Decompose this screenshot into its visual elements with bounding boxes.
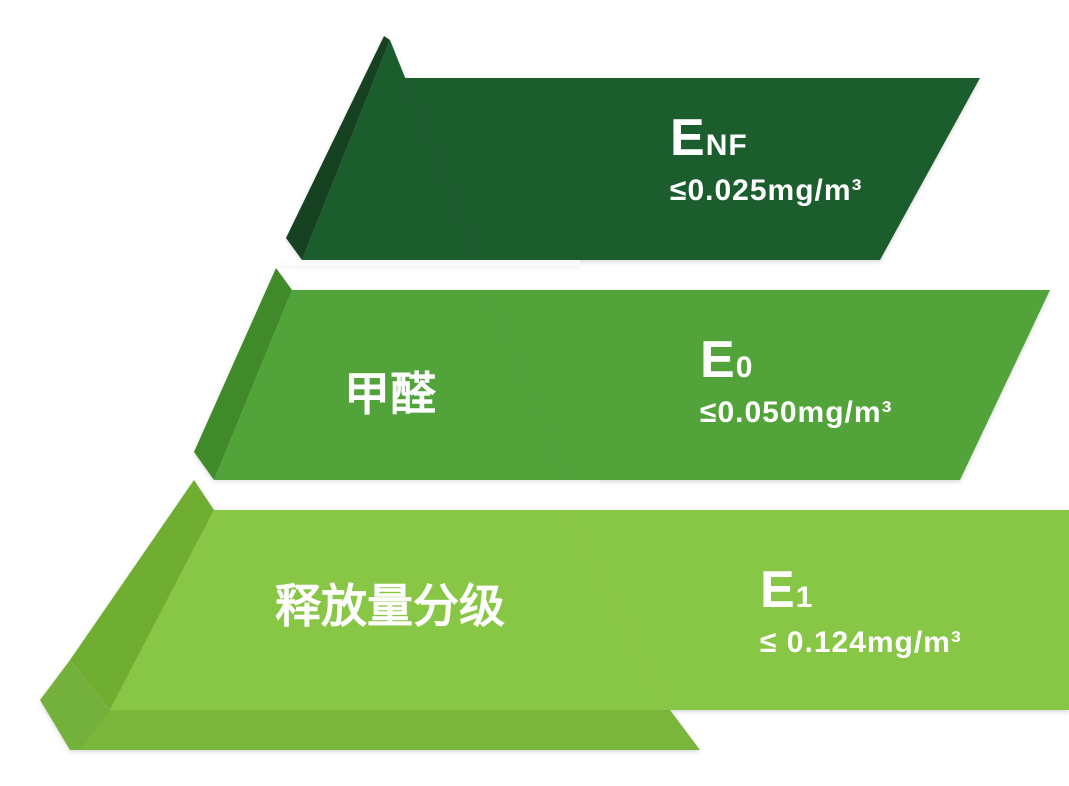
grade-mid: E0 xyxy=(700,330,893,390)
grade-top-big: E xyxy=(670,109,706,167)
pyramid-diagram xyxy=(0,0,1069,786)
value-mid: ≤0.050mg/m³ xyxy=(700,396,893,430)
stage: ENF ≤0.025mg/m³ E0 ≤0.050mg/m³ E1 ≤ 0.12… xyxy=(0,0,1069,786)
glow-divider-mid xyxy=(200,480,600,486)
pyr-label-bot: 释放量分级 xyxy=(210,570,570,636)
grade-mid-big: E xyxy=(700,331,736,389)
pyr-bot-base-front xyxy=(80,710,700,750)
grade-bot: E1 xyxy=(760,560,962,620)
grade-mid-sub: 0 xyxy=(736,351,754,384)
value-top: ≤0.025mg/m³ xyxy=(670,174,863,208)
value-bot: ≤ 0.124mg/m³ xyxy=(760,626,962,660)
tier-top xyxy=(280,36,980,266)
band-text-top: ENF ≤0.025mg/m³ xyxy=(670,108,863,208)
pyr-label-mid: 甲醛 xyxy=(290,358,490,424)
grade-bot-sub: 1 xyxy=(796,581,814,614)
grade-top-sub: NF xyxy=(706,129,748,162)
band-text-mid: E0 ≤0.050mg/m³ xyxy=(700,330,893,430)
band-text-bot: E1 ≤ 0.124mg/m³ xyxy=(760,560,962,660)
grade-top: ENF xyxy=(670,108,863,168)
grade-bot-big: E xyxy=(760,561,796,619)
glow-divider-top xyxy=(280,260,580,266)
